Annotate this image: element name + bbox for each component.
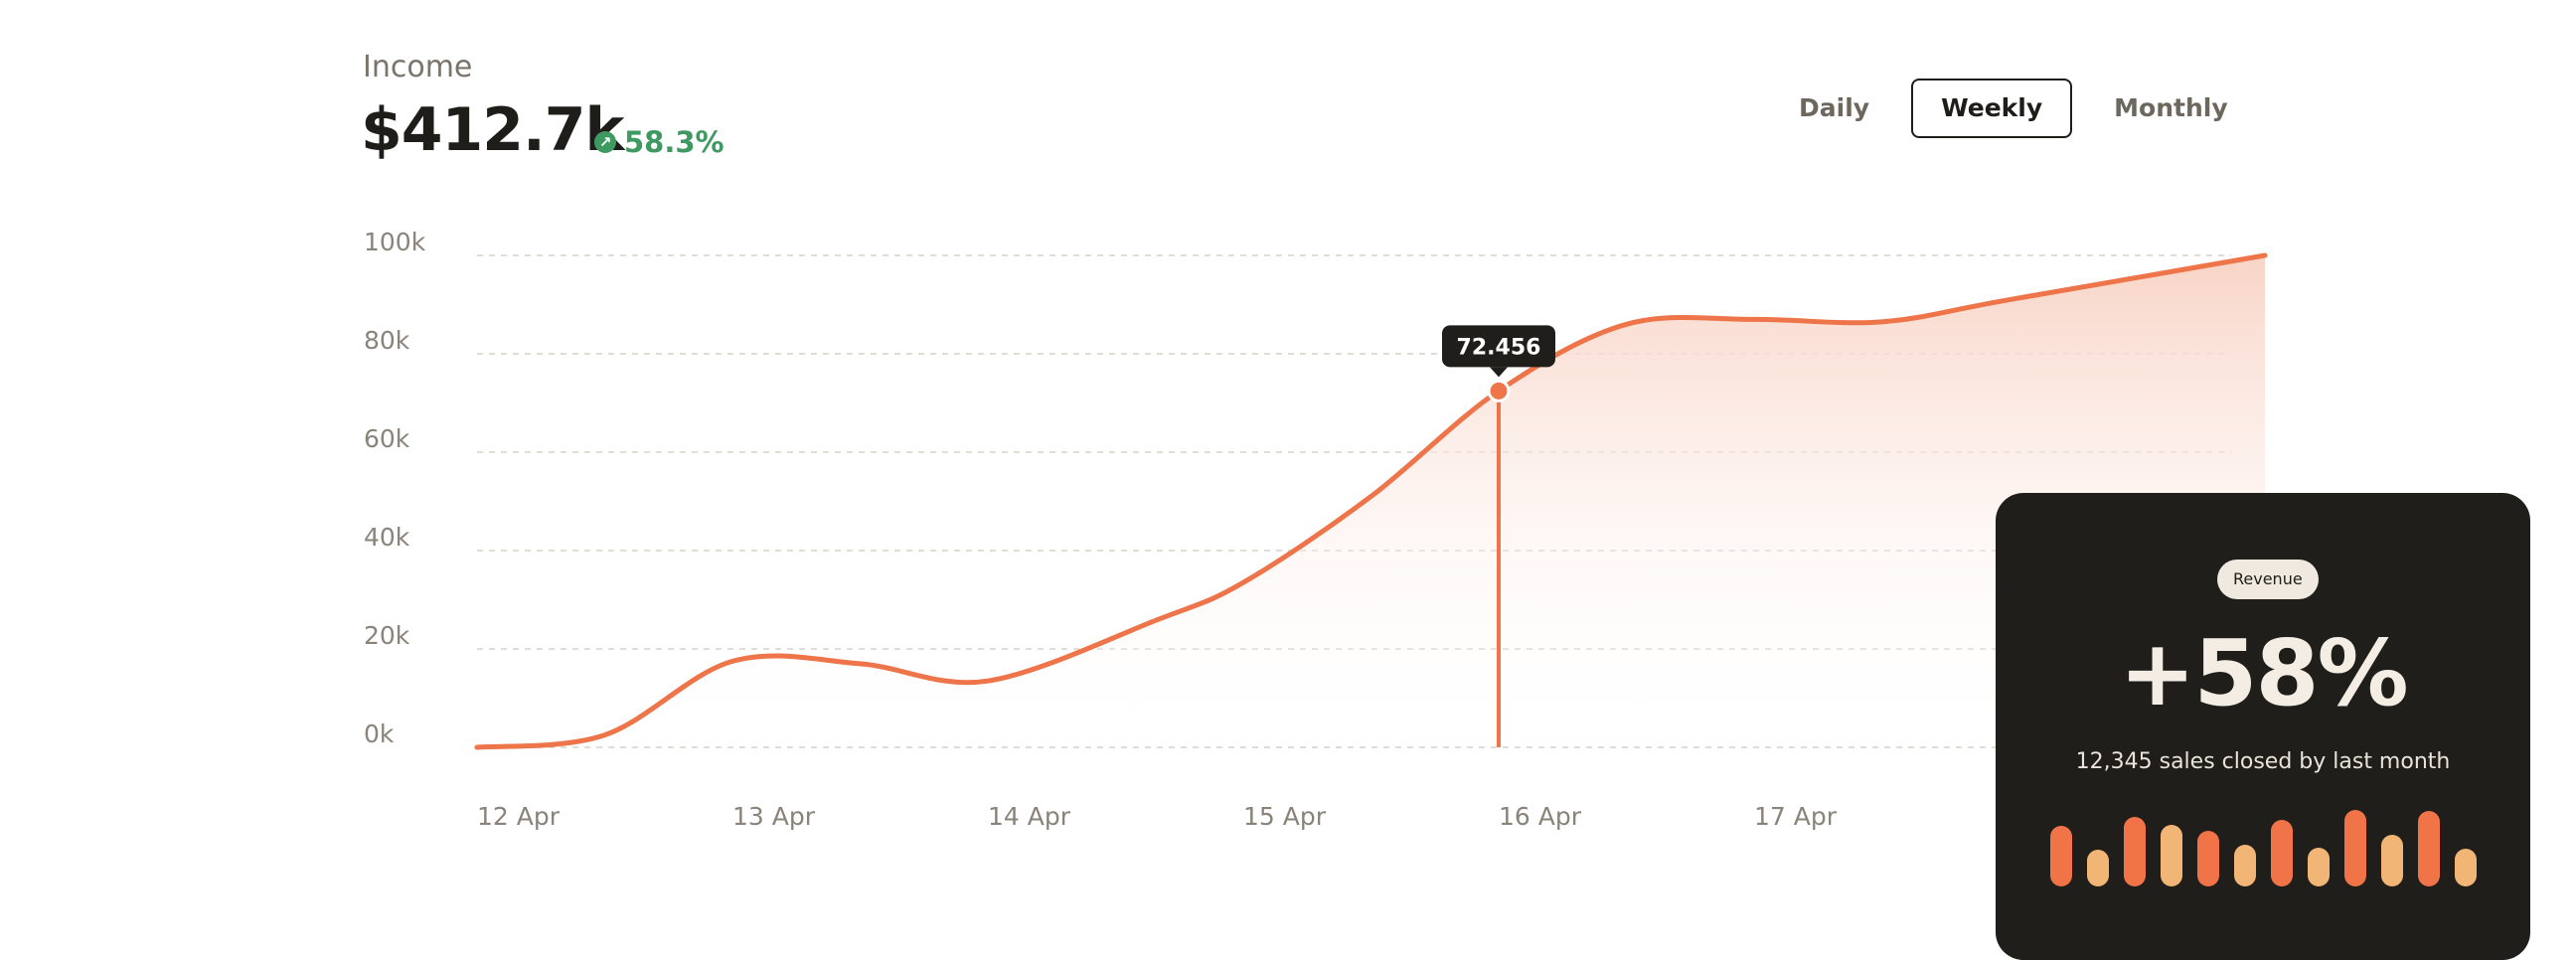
mini-bar [2087, 850, 2109, 886]
mini-bar [2161, 825, 2182, 886]
mini-bar [2418, 811, 2440, 886]
y-tick-label: 20k [364, 621, 410, 650]
highlight-tooltip-label: 72.456 [1457, 335, 1541, 360]
y-tick-label: 60k [364, 424, 410, 453]
y-tick-label: 80k [364, 326, 410, 355]
y-tick-label: 100k [364, 228, 426, 256]
revenue-headline: +58% [2119, 620, 2408, 726]
mini-bar [2271, 820, 2293, 886]
highlight-point[interactable] [1487, 379, 1511, 402]
x-tick-label: 14 Apr [988, 802, 1071, 831]
income-label: Income [363, 50, 473, 84]
mini-bar [2050, 826, 2072, 886]
x-tick-label: 12 Apr [477, 802, 561, 831]
x-tick-label: 15 Apr [1243, 802, 1327, 831]
arrow-up-right-icon: ↗ [594, 131, 616, 153]
y-tick-label: 40k [364, 523, 410, 552]
revenue-card: Revenue +58% 12,345 sales closed by last… [1996, 493, 2530, 960]
mini-bar [2455, 849, 2477, 886]
mini-bar [2308, 848, 2330, 886]
income-value: $412.7k [361, 95, 624, 165]
tab-weekly[interactable]: Weekly [1911, 79, 2073, 138]
chart-line [474, 252, 2268, 750]
highlight-tooltip: 72.456 [1442, 325, 1555, 378]
revenue-mini-bars [2050, 799, 2480, 886]
mini-bar [2381, 835, 2403, 886]
mini-bar [2124, 817, 2146, 886]
x-tick-label: 13 Apr [732, 802, 816, 831]
revenue-subtitle: 12,345 sales closed by last month [2075, 749, 2451, 774]
revenue-badge: Revenue [2217, 560, 2319, 599]
mini-bar [2197, 831, 2219, 886]
x-tick-label: 16 Apr [1499, 802, 1582, 831]
x-tick-label: 17 Apr [1754, 802, 1838, 831]
period-tabs: Daily Weekly Monthly [1769, 79, 2258, 138]
chart-area [477, 255, 2265, 747]
mini-bar [2234, 845, 2256, 886]
income-change: ↗ 58.3% [594, 125, 724, 159]
income-change-value: 58.3% [624, 125, 724, 159]
y-tick-label: 0k [364, 720, 395, 748]
mini-bar [2344, 810, 2366, 886]
tab-monthly[interactable]: Monthly [2114, 93, 2228, 122]
tab-daily[interactable]: Daily [1799, 93, 1870, 122]
